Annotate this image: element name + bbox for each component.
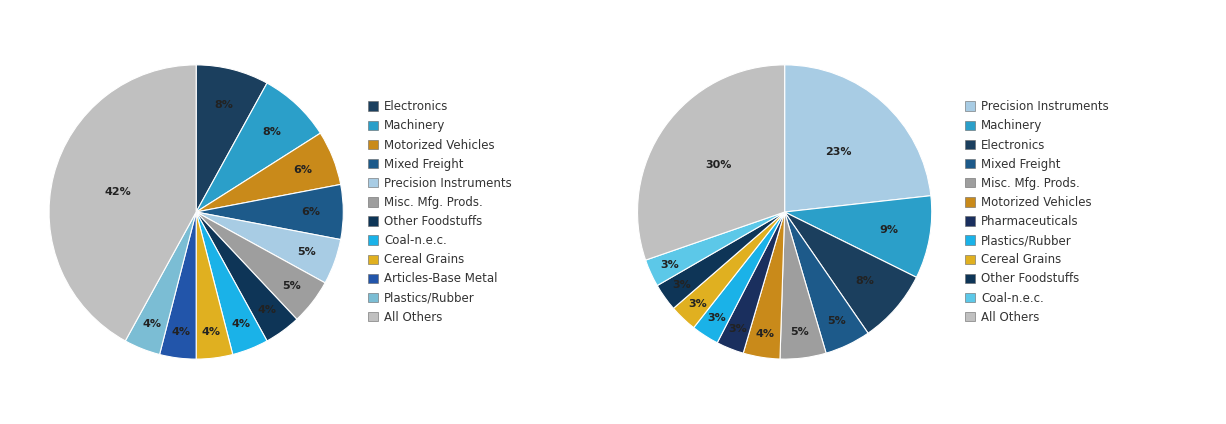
Text: 4%: 4%	[230, 319, 250, 329]
Text: 3%: 3%	[707, 313, 726, 324]
Text: 23%: 23%	[825, 147, 852, 157]
Text: 4%: 4%	[202, 326, 221, 337]
Text: 5%: 5%	[298, 247, 316, 257]
Wedge shape	[743, 212, 785, 359]
Wedge shape	[785, 196, 932, 277]
Wedge shape	[125, 212, 196, 354]
Text: 3%: 3%	[688, 298, 706, 309]
Text: 5%: 5%	[828, 316, 846, 326]
Wedge shape	[196, 212, 297, 341]
Wedge shape	[785, 212, 868, 353]
Wedge shape	[196, 83, 320, 212]
Wedge shape	[196, 184, 343, 240]
Wedge shape	[657, 212, 785, 308]
Wedge shape	[196, 212, 267, 354]
Text: 6%: 6%	[302, 207, 320, 217]
Wedge shape	[196, 212, 325, 319]
Wedge shape	[159, 212, 196, 359]
Text: 4%: 4%	[172, 326, 190, 337]
Text: 5%: 5%	[282, 281, 300, 291]
Wedge shape	[785, 212, 917, 333]
Text: 4%: 4%	[257, 304, 277, 315]
Text: 42%: 42%	[104, 187, 131, 197]
Wedge shape	[780, 212, 826, 359]
Text: 6%: 6%	[293, 165, 313, 175]
Wedge shape	[673, 212, 785, 328]
Wedge shape	[196, 133, 341, 212]
Text: 9%: 9%	[879, 226, 899, 235]
Wedge shape	[196, 65, 267, 212]
Wedge shape	[717, 212, 785, 353]
Text: 8%: 8%	[856, 276, 874, 286]
Text: 30%: 30%	[705, 160, 732, 170]
Wedge shape	[785, 65, 931, 212]
Text: 8%: 8%	[215, 100, 233, 110]
Text: 3%: 3%	[728, 324, 747, 335]
Wedge shape	[694, 212, 785, 343]
Legend: Precision Instruments, Machinery, Electronics, Mixed Freight, Misc. Mfg. Prods.,: Precision Instruments, Machinery, Electr…	[965, 100, 1108, 324]
Wedge shape	[196, 212, 341, 283]
Text: 8%: 8%	[262, 127, 281, 137]
Wedge shape	[646, 212, 785, 285]
Legend: Electronics, Machinery, Motorized Vehicles, Mixed Freight, Precision Instruments: Electronics, Machinery, Motorized Vehicl…	[368, 100, 511, 324]
Wedge shape	[196, 212, 233, 359]
Text: 3%: 3%	[660, 259, 679, 270]
Text: 3%: 3%	[672, 280, 691, 290]
Text: 5%: 5%	[791, 326, 809, 337]
Wedge shape	[49, 65, 196, 341]
Wedge shape	[638, 65, 785, 260]
Text: 4%: 4%	[142, 319, 162, 329]
Text: 4%: 4%	[755, 329, 775, 339]
